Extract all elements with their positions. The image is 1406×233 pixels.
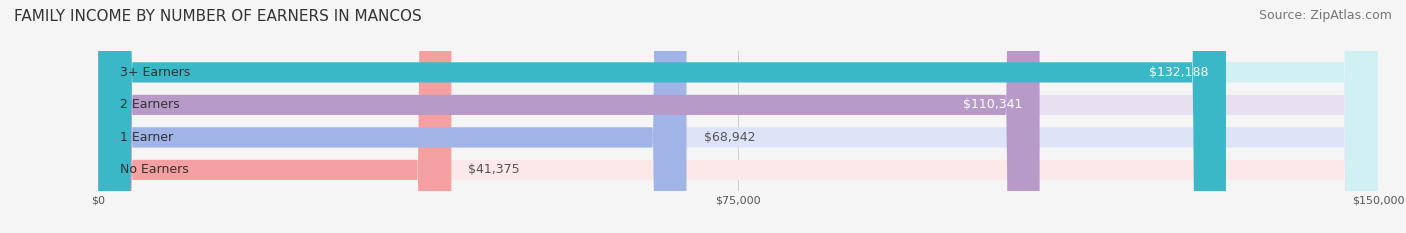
FancyBboxPatch shape bbox=[98, 0, 686, 233]
FancyBboxPatch shape bbox=[98, 0, 1378, 233]
Text: $41,375: $41,375 bbox=[468, 163, 520, 176]
FancyBboxPatch shape bbox=[98, 0, 1378, 233]
Text: 3+ Earners: 3+ Earners bbox=[120, 66, 190, 79]
Text: FAMILY INCOME BY NUMBER OF EARNERS IN MANCOS: FAMILY INCOME BY NUMBER OF EARNERS IN MA… bbox=[14, 9, 422, 24]
FancyBboxPatch shape bbox=[98, 0, 1226, 233]
Text: 2 Earners: 2 Earners bbox=[120, 98, 180, 111]
Text: $68,942: $68,942 bbox=[703, 131, 755, 144]
Text: $110,341: $110,341 bbox=[963, 98, 1022, 111]
Text: Source: ZipAtlas.com: Source: ZipAtlas.com bbox=[1258, 9, 1392, 22]
Text: $132,188: $132,188 bbox=[1149, 66, 1209, 79]
Text: No Earners: No Earners bbox=[120, 163, 188, 176]
FancyBboxPatch shape bbox=[98, 0, 451, 233]
FancyBboxPatch shape bbox=[98, 0, 1378, 233]
FancyBboxPatch shape bbox=[98, 0, 1039, 233]
FancyBboxPatch shape bbox=[98, 0, 1378, 233]
Text: 1 Earner: 1 Earner bbox=[120, 131, 173, 144]
